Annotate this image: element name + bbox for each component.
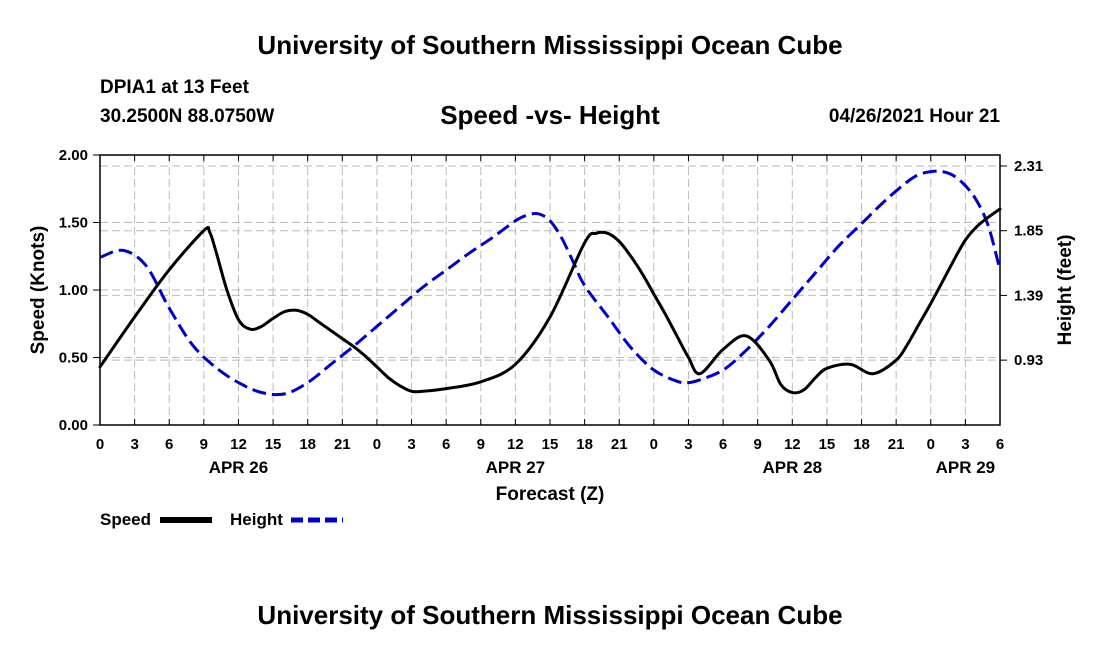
legend-label-speed: Speed	[100, 510, 151, 529]
station-label: DPIA1 at 13 Feet	[100, 77, 249, 98]
y2-tick-label: 2.31	[1014, 158, 1043, 175]
x-tick-label: 3	[407, 436, 415, 453]
y-tick-label: 0.00	[59, 417, 88, 434]
x-tick-label: 15	[265, 436, 282, 453]
x-tick-label: 6	[719, 436, 727, 453]
x-tick-label: 9	[754, 436, 762, 453]
chart-title: Speed -vs- Height	[440, 100, 660, 130]
x-tick-label: 18	[299, 436, 316, 453]
date-label: APR 29	[936, 458, 996, 477]
x-tick-label: 21	[334, 436, 351, 453]
x-tick-label: 0	[650, 436, 658, 453]
chart-grid	[100, 155, 1000, 425]
chart-legend: Speed Height	[100, 510, 343, 529]
y-tick-label: 1.00	[59, 282, 88, 299]
legend-label-height: Height	[230, 510, 283, 529]
speed-height-chart: 0 3 6 9 12 15 18 21 0 3 6 9 12 15 18 21 0 3 6 9 12 15 18 21 0 3 6A…	[28, 147, 1076, 529]
x-tick-label: 12	[784, 436, 801, 453]
forecast-datetime: 04/26/2021 Hour 21	[828, 106, 1000, 127]
x-tick-label: 12	[507, 436, 524, 453]
x-axis-title: Forecast (Z)	[496, 484, 605, 505]
page-title: University of Southern Mississippi Ocean…	[257, 30, 843, 60]
chart-series	[98, 169, 1002, 397]
x-tick-label: 6	[165, 436, 173, 453]
x-tick-label: 18	[576, 436, 593, 453]
x-tick-label: 6	[996, 436, 1004, 453]
coordinates-label: 30.2500N 88.0750W	[100, 106, 275, 127]
y-tick-label: 2.00	[59, 147, 88, 164]
x-tick-label: 18	[853, 436, 870, 453]
x-tick-label: 21	[888, 436, 905, 453]
x-tick-label: 0	[96, 436, 104, 453]
y-tick-label: 1.50	[59, 215, 88, 232]
x-tick-label: 0	[373, 436, 381, 453]
y2-tick-label: 0.93	[1014, 352, 1043, 369]
x-tick-label: 12	[230, 436, 247, 453]
x-tick-label: 3	[961, 436, 969, 453]
date-label: APR 27	[486, 458, 546, 477]
date-label: APR 26	[209, 458, 269, 477]
y2-axis-title: Height (feet)	[1055, 235, 1076, 346]
y2-tick-label: 1.39	[1014, 287, 1043, 304]
x-tick-label: 15	[819, 436, 836, 453]
x-tick-label: 6	[442, 436, 450, 453]
x-tick-label: 3	[130, 436, 138, 453]
x-tick-label: 21	[611, 436, 628, 453]
y2-tick-label: 1.85	[1014, 223, 1043, 240]
x-tick-label: 0	[927, 436, 935, 453]
date-label: APR 28	[763, 458, 823, 477]
chart-axes: 0 3 6 9 12 15 18 21 0 3 6 9 12 15 18 21 0 3 6 9 12 15 18 21 0 3 6A…	[59, 147, 1043, 477]
series-line-speed	[98, 207, 1002, 395]
y-axis-title: Speed (Knots)	[28, 226, 49, 355]
y-tick-label: 0.50	[59, 350, 88, 367]
x-tick-label: 9	[200, 436, 208, 453]
x-tick-label: 3	[684, 436, 692, 453]
x-tick-label: 15	[542, 436, 559, 453]
series-line-height	[99, 169, 1002, 397]
x-tick-label: 9	[477, 436, 485, 453]
footer-title: University of Southern Mississippi Ocean…	[257, 600, 843, 630]
